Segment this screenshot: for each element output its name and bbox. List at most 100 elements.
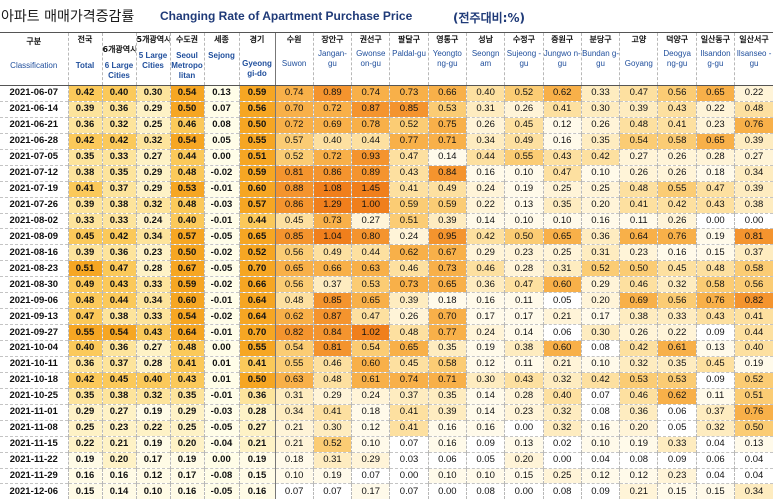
value-cell: 0.11 (505, 356, 543, 372)
value-cell: 0.32 (620, 356, 658, 372)
value-cell: 0.69 (313, 117, 351, 133)
value-cell: 0.32 (696, 420, 734, 436)
value-cell: 0.65 (696, 86, 734, 102)
header-col-ko: 수정구 (505, 35, 542, 45)
value-cell: 0.04 (735, 452, 773, 468)
header-classification-en: Classification (0, 61, 68, 71)
value-cell: 0.59 (239, 165, 275, 181)
value-cell: 0.00 (505, 484, 543, 499)
value-cell: 0.44 (352, 245, 390, 261)
value-cell: 0.49 (505, 133, 543, 149)
value-cell: 0.27 (239, 420, 275, 436)
value-cell: 0.04 (696, 436, 734, 452)
header-col-ko: 일산동구 (697, 35, 734, 45)
header-classification-ko: 구분 (0, 37, 68, 47)
value-cell: -0.08 (204, 468, 239, 484)
value-cell: 0.07 (390, 436, 428, 452)
value-cell: 0.12 (136, 468, 170, 484)
header-col-en: Deogya ng-gu (658, 49, 695, 69)
value-cell: 0.38 (505, 341, 543, 357)
value-cell: 0.14 (428, 149, 466, 165)
header-col-ko: 영통구 (429, 35, 466, 45)
value-cell: 0.67 (170, 261, 204, 277)
value-cell: 0.42 (68, 86, 102, 102)
value-cell: 0.13 (505, 436, 543, 452)
value-cell: 0.32 (136, 388, 170, 404)
value-cell: 0.14 (102, 484, 136, 499)
value-cell: 0.24 (390, 229, 428, 245)
value-cell: 0.09 (581, 484, 619, 499)
value-cell: 0.54 (102, 325, 136, 341)
value-cell: 0.17 (170, 468, 204, 484)
value-cell: 0.43 (696, 197, 734, 213)
value-cell: 0.65 (696, 133, 734, 149)
value-cell: 0.13 (204, 86, 239, 102)
header-col-ko: 고양 (620, 35, 657, 45)
value-cell: 0.31 (581, 245, 619, 261)
value-cell: 0.51 (68, 261, 102, 277)
value-cell: 0.16 (658, 245, 696, 261)
value-cell: 0.48 (390, 325, 428, 341)
value-cell: 0.73 (428, 261, 466, 277)
value-cell: 0.60 (543, 341, 581, 357)
row-date: 2021-06-14 (0, 101, 68, 117)
value-cell: 0.08 (581, 341, 619, 357)
value-cell: 0.05 (466, 452, 504, 468)
value-cell: 0.28 (239, 404, 275, 420)
value-cell: 0.36 (68, 356, 102, 372)
value-cell: 0.19 (136, 404, 170, 420)
value-cell: 0.73 (390, 86, 428, 102)
value-cell: 0.37 (696, 404, 734, 420)
value-cell: 0.87 (352, 101, 390, 117)
header-col-ko: 경기 (240, 35, 275, 45)
value-cell: 0.46 (620, 277, 658, 293)
header-col-ko: 팔달구 (390, 35, 427, 45)
value-cell: 0.77 (428, 325, 466, 341)
value-cell: 0.10 (505, 165, 543, 181)
value-cell: 0.29 (136, 101, 170, 117)
value-cell: 0.47 (696, 181, 734, 197)
value-cell: 0.80 (352, 229, 390, 245)
value-cell: 0.13 (505, 197, 543, 213)
value-cell: 0.84 (428, 165, 466, 181)
value-cell: 0.00 (390, 468, 428, 484)
value-cell: 0.36 (68, 117, 102, 133)
value-cell: 0.10 (543, 213, 581, 229)
value-cell: 0.16 (239, 484, 275, 499)
value-cell: 0.41 (658, 117, 696, 133)
value-cell: 0.11 (505, 293, 543, 309)
value-cell: 0.22 (68, 436, 102, 452)
value-cell: 0.54 (170, 86, 204, 102)
value-cell: 0.36 (581, 229, 619, 245)
value-cell: 0.17 (466, 309, 504, 325)
title-english: Changing Rate of Apartment Purchase Pric… (160, 9, 412, 23)
value-cell: 0.59 (428, 197, 466, 213)
value-cell: 0.34 (136, 293, 170, 309)
value-cell: 0.00 (428, 484, 466, 499)
value-cell: 0.45 (658, 261, 696, 277)
value-cell: 0.15 (658, 484, 696, 499)
value-cell: 0.47 (620, 86, 658, 102)
value-cell: 0.61 (352, 372, 390, 388)
value-cell: 0.09 (466, 436, 504, 452)
value-cell: 0.15 (239, 468, 275, 484)
value-cell: -0.01 (204, 388, 239, 404)
value-cell: 0.57 (275, 133, 313, 149)
value-cell: 0.10 (505, 213, 543, 229)
value-cell: 0.51 (735, 388, 773, 404)
value-cell: 0.24 (136, 213, 170, 229)
value-cell: 0.35 (68, 388, 102, 404)
value-cell: 0.28 (136, 261, 170, 277)
value-cell: 0.18 (352, 404, 390, 420)
value-cell: 0.26 (620, 325, 658, 341)
value-cell: 0.32 (543, 372, 581, 388)
value-cell: 0.52 (735, 372, 773, 388)
header-col-en: Suwon (276, 59, 313, 69)
